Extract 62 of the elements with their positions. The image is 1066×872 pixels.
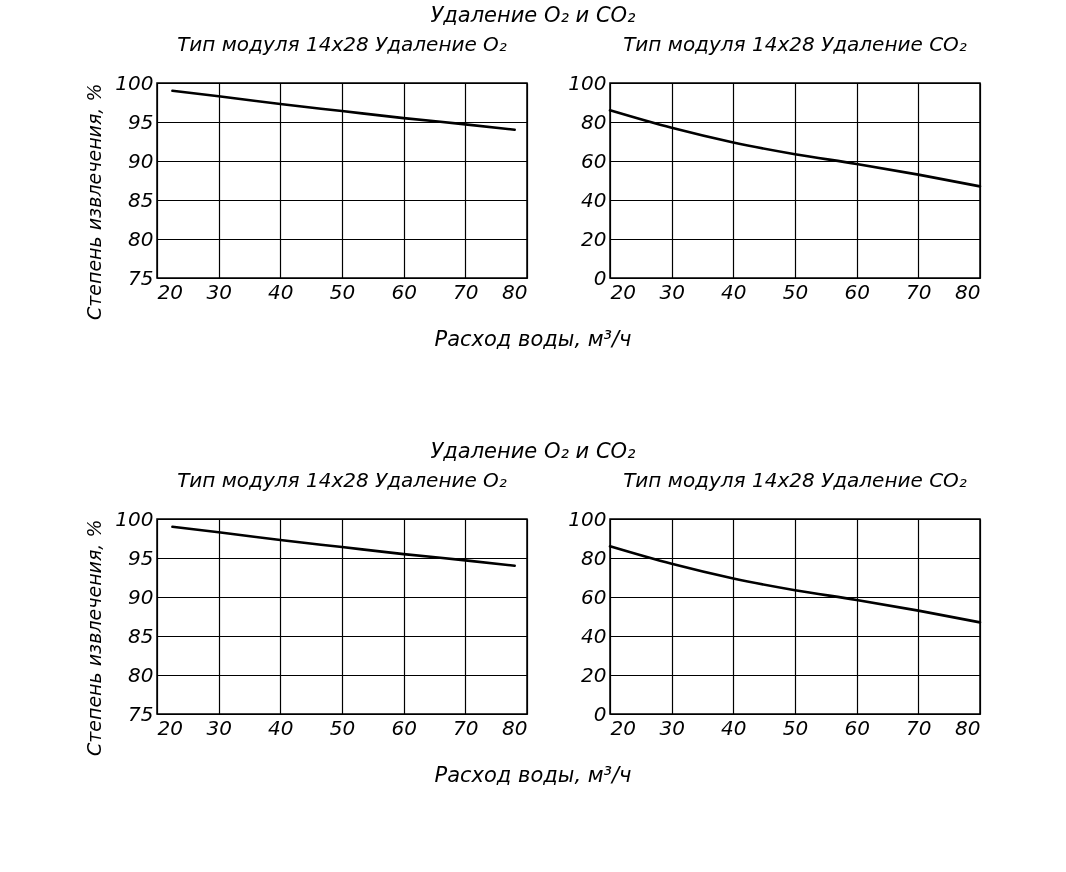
x-tick-label: 40 [720, 715, 747, 740]
x-tick-label: 40 [267, 279, 294, 304]
y-tick-label: 90 [127, 148, 153, 173]
y-tick-label: 100 [114, 506, 153, 531]
x-axis-title: Расход воды, м³/ч [433, 327, 633, 351]
x-tick-label: 30 [205, 279, 232, 304]
x-tick-label: 40 [267, 715, 294, 740]
y-tick-label: 100 [114, 70, 153, 95]
x-tick-label: 70 [905, 715, 932, 740]
y-tick-label: 0 [593, 265, 606, 290]
y-tick-label: 80 [127, 226, 153, 251]
chart-subtitle: Тип модуля 14x28 Удаление CO₂ [622, 32, 967, 56]
x-tick-label: 20 [610, 279, 636, 304]
chart-subtitle: Тип модуля 14x28 Удаление O₂ [176, 468, 507, 492]
y-tick-label: 40 [580, 623, 606, 648]
x-tick-label: 30 [658, 715, 685, 740]
x-axis-title: Расход воды, м³/ч [433, 763, 633, 787]
y-tick-label: 95 [127, 109, 153, 134]
x-tick-label: 50 [329, 715, 355, 740]
x-tick-label: 80 [954, 279, 980, 304]
x-tick-label: 20 [610, 715, 636, 740]
x-tick-label: 60 [843, 279, 870, 304]
x-tick-label: 70 [905, 279, 932, 304]
y-tick-label: 100 [567, 506, 606, 531]
y-tick-label: 80 [127, 662, 153, 687]
x-tick-label: 80 [501, 715, 527, 740]
x-tick-label: 40 [720, 279, 747, 304]
y-tick-label: 0 [593, 701, 606, 726]
y-tick-label: 40 [580, 187, 606, 212]
x-tick-label: 70 [452, 279, 479, 304]
x-tick-label: 60 [843, 715, 870, 740]
y-tick-label: 60 [580, 584, 606, 609]
x-tick-label: 60 [390, 279, 417, 304]
y-tick-label: 85 [127, 623, 153, 648]
y-tick-label: 95 [127, 545, 153, 570]
x-tick-label: 70 [452, 715, 479, 740]
x-tick-label: 80 [501, 279, 527, 304]
chart-subtitle: Тип модуля 14x28 Удаление O₂ [176, 32, 507, 56]
x-tick-label: 30 [658, 279, 685, 304]
y-tick-label: 60 [580, 148, 606, 173]
x-tick-label: 80 [954, 715, 980, 740]
x-tick-label: 50 [782, 279, 808, 304]
y-tick-label: 75 [127, 265, 153, 290]
y-tick-label: 90 [127, 584, 153, 609]
x-tick-label: 20 [157, 715, 183, 740]
x-tick-label: 50 [329, 279, 355, 304]
x-tick-label: 50 [782, 715, 808, 740]
chart-title: Удаление O₂ и CO₂ [429, 438, 637, 465]
x-tick-label: 60 [390, 715, 417, 740]
chart-title: Удаление O₂ и CO₂ [429, 2, 637, 29]
y-tick-label: 100 [567, 70, 606, 95]
y-tick-label: 80 [580, 545, 606, 570]
x-tick-label: 30 [205, 715, 232, 740]
y-tick-label: 85 [127, 187, 153, 212]
y-axis-title: Степень извлечения, % [82, 519, 105, 757]
chart-subtitle: Тип модуля 14x28 Удаление CO₂ [622, 468, 967, 492]
y-axis-title: Степень извлечения, % [82, 83, 105, 321]
y-tick-label: 80 [580, 109, 606, 134]
x-tick-label: 20 [157, 279, 183, 304]
y-tick-label: 20 [580, 226, 606, 251]
y-tick-label: 75 [127, 701, 153, 726]
y-tick-label: 20 [580, 662, 606, 687]
